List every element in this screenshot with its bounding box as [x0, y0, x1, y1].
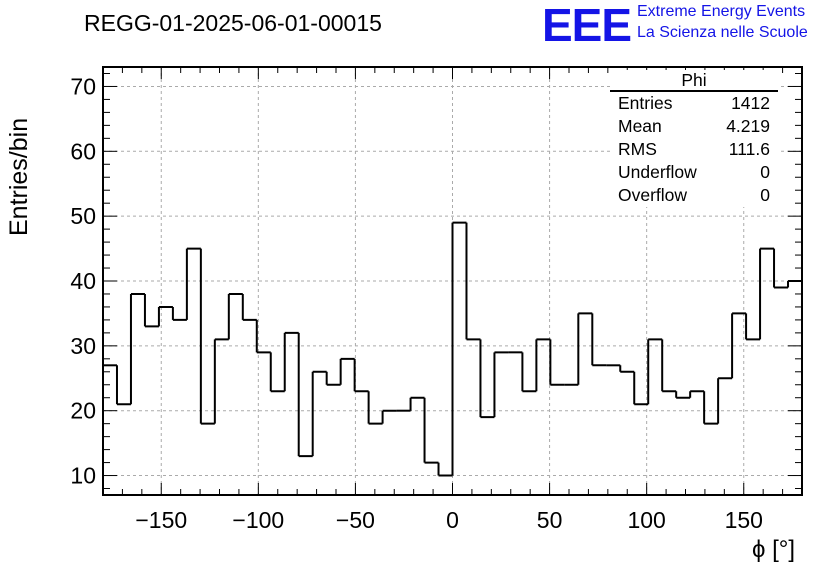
y-axis-label: Entries/bin [5, 117, 33, 237]
stats-box: Phi Entries 1412 Mean 4.219 RMS 111.6 Un… [610, 70, 778, 207]
histogram-bin [549, 339, 565, 386]
x-tick-label: −100 [232, 507, 284, 533]
histogram-bin [703, 391, 719, 425]
stats-box-title: Phi [610, 70, 778, 92]
stats-row-mean: Mean 4.219 [610, 115, 778, 138]
stats-value: 111.6 [728, 139, 770, 159]
histogram-bin [493, 351, 509, 418]
histogram-bin [591, 313, 607, 367]
x-tick-label: 150 [725, 507, 763, 533]
x-tick-label: 0 [446, 507, 459, 533]
histogram-bin [731, 312, 747, 379]
histogram-bin [647, 338, 663, 405]
y-tick-label: 50 [70, 203, 96, 229]
stats-label: RMS [618, 139, 657, 159]
histogram-bin [227, 292, 243, 340]
histogram-bin [423, 397, 439, 464]
x-tick-label: −50 [336, 507, 375, 533]
histogram-bin [353, 358, 369, 393]
histogram-series [103, 221, 803, 495]
chart-title: REGG-01-2025-06-01-00015 [84, 10, 382, 36]
histogram-bin [269, 352, 285, 393]
histogram-bin [465, 222, 481, 341]
y-tick-label: 30 [70, 333, 96, 359]
y-tick-label: 60 [70, 138, 96, 164]
stats-row-underflow: Underflow 0 [610, 161, 778, 184]
x-tick-label: −150 [135, 507, 187, 533]
histogram-bin [479, 339, 495, 419]
histogram-bin [283, 331, 299, 392]
histogram-bin [297, 332, 313, 458]
histogram-bin [675, 391, 691, 399]
histogram-bin [115, 365, 131, 406]
histogram-bin [143, 293, 159, 328]
eee-logo: EEE [542, 0, 632, 51]
histogram-bin [759, 247, 775, 340]
y-tick-label: 40 [70, 268, 96, 294]
histogram-bin [633, 371, 649, 406]
histogram-bin [311, 370, 327, 457]
logo-tagline-2: La Scienza nelle Scuole [637, 24, 808, 41]
histogram-bin [717, 377, 733, 424]
logo-tagline-1: Extreme Energy Events [637, 3, 806, 20]
histogram-bin [409, 396, 425, 411]
x-axis-ticks [102, 67, 784, 495]
stats-row-rms: RMS 111.6 [610, 138, 778, 161]
x-axis-label: ϕ [°] [752, 536, 796, 563]
histogram-bin [213, 338, 229, 424]
histogram-bin [535, 338, 551, 392]
histogram-bin [689, 390, 705, 398]
histogram-bin [367, 391, 383, 425]
x-axis-tick-labels: −150 −100 −50 0 50 100 150 [135, 507, 763, 533]
x-tick-label: 50 [537, 507, 563, 533]
histogram-bin [437, 462, 453, 477]
y-axis-tick-labels: 10 20 30 40 50 60 70 [70, 73, 96, 488]
stats-value: 4.219 [726, 116, 770, 136]
stats-label: Overflow [618, 185, 688, 205]
stats-value: 0 [760, 162, 770, 182]
histogram-bin [157, 305, 173, 327]
stats-label: Underflow [618, 162, 697, 182]
histogram-bin [129, 292, 145, 405]
y-tick-label: 20 [70, 398, 96, 424]
stats-value: 0 [760, 185, 770, 205]
histogram-bin [619, 365, 635, 373]
histogram-bin [381, 409, 397, 424]
y-tick-label: 70 [70, 73, 96, 99]
histogram-bin [171, 306, 187, 321]
stats-value: 1412 [731, 93, 770, 113]
histogram-bin [199, 248, 215, 425]
histogram-bin [241, 293, 257, 321]
histogram-bin [521, 352, 537, 393]
histogram-bin [577, 312, 593, 385]
stats-label: Mean [618, 116, 662, 136]
histogram-bin [773, 248, 789, 289]
histogram-bin [325, 371, 341, 386]
histogram-bin [185, 247, 201, 320]
y-tick-label: 10 [70, 463, 96, 489]
histogram-bin [339, 357, 355, 385]
y-axis-ticks [103, 72, 802, 490]
histogram-bin [255, 319, 271, 354]
histogram-bin [451, 221, 467, 476]
stats-row-overflow: Overflow 0 [610, 184, 778, 207]
histogram-bin [661, 339, 677, 393]
stats-row-entries: Entries 1412 [610, 92, 778, 115]
x-tick-label: 100 [627, 507, 665, 533]
stats-label: Entries [618, 93, 673, 113]
histogram-bin [745, 313, 761, 341]
